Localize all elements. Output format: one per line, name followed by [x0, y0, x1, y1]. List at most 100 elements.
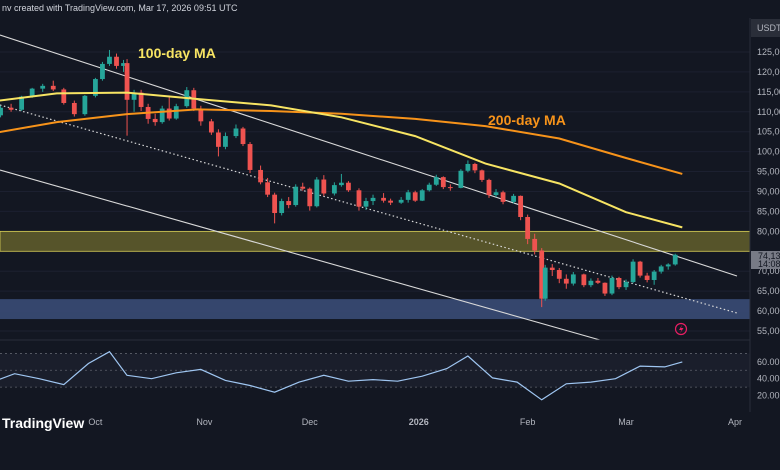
- time-tick-label: Oct: [88, 417, 103, 427]
- price-axis[interactable]: 125,000 120,000 115,000 110,000 105,000 100,0…: [757, 47, 780, 336]
- candle-body: [581, 274, 587, 286]
- price-tick-label: 95,000: [757, 167, 780, 177]
- candle-body: [50, 85, 56, 90]
- candle-body: [258, 169, 263, 183]
- candle-body: [486, 179, 492, 196]
- candle-body: [82, 95, 88, 115]
- rsi-guide-lines: [0, 353, 750, 388]
- price-tick-label: 110,000: [757, 107, 780, 117]
- candle-body: [233, 128, 239, 137]
- rsi-tick-label: 40.00: [757, 374, 780, 384]
- candle-body: [71, 102, 77, 115]
- candle-body: [208, 121, 214, 133]
- candle-body: [433, 177, 439, 185]
- candle-body: [518, 195, 524, 217]
- candle-body: [100, 63, 105, 80]
- candle-body: [440, 177, 446, 188]
- candle-body: [644, 275, 650, 280]
- candle-body: [458, 170, 464, 188]
- candle-body: [223, 136, 228, 147]
- candle-body: [412, 192, 418, 201]
- candle-body: [93, 79, 98, 96]
- candle-body: [279, 201, 285, 214]
- price-tick-label: 100,000: [757, 147, 780, 157]
- bar-countdown: 14:08: [758, 259, 780, 269]
- price-tick-label: 65,000: [757, 286, 780, 296]
- candle-body: [602, 282, 608, 294]
- candle-body: [500, 192, 506, 202]
- support-zone: [0, 299, 750, 320]
- resistance-zone: [0, 230, 751, 252]
- candle-body: [623, 281, 629, 288]
- last-price-value: 74,13: [758, 251, 780, 261]
- ma-100-line: [0, 91, 683, 229]
- channel-upper-line: [0, 34, 738, 277]
- price-tick-label: 115,000: [757, 87, 780, 97]
- channel-lower-line: [0, 169, 601, 341]
- candle-body: [321, 179, 327, 194]
- candle-body: [216, 132, 221, 147]
- candle-body: [549, 267, 555, 271]
- candle-body: [314, 179, 320, 207]
- time-tick-label: Mar: [618, 417, 634, 427]
- candle-body: [331, 185, 337, 194]
- candle-body: [556, 270, 562, 279]
- candle-body: [532, 238, 538, 251]
- candle-body: [595, 280, 601, 283]
- candle-body: [493, 192, 499, 196]
- candle-body: [121, 63, 126, 66]
- candle-body: [8, 107, 14, 110]
- candle-body: [346, 182, 351, 191]
- candlestick-series: [0, 49, 678, 308]
- candle-body: [651, 271, 657, 280]
- candle-body: [247, 144, 253, 170]
- ma-200-line: [0, 108, 683, 175]
- candle-body: [61, 89, 67, 103]
- candle-body: [381, 197, 386, 201]
- candle-body: [398, 199, 404, 203]
- candle-body: [240, 128, 246, 145]
- candle-body: [609, 277, 615, 294]
- candle-body: [665, 264, 671, 267]
- time-tick-label: Feb: [520, 417, 536, 427]
- candle-body: [138, 92, 144, 107]
- candle-body: [388, 200, 393, 203]
- candle-body: [616, 277, 622, 288]
- price-tick-label: 120,000: [757, 67, 780, 77]
- rsi-line: [0, 350, 683, 401]
- candle-body: [173, 106, 179, 119]
- price-tick-label: 60,000: [757, 306, 780, 316]
- candle-body: [563, 278, 569, 284]
- price-tick-label: 70,000: [757, 266, 780, 276]
- candle-body: [124, 63, 130, 100]
- price-tick-label: 55,000: [757, 326, 780, 336]
- ma-100-label: 100-day MA: [138, 45, 216, 61]
- candle-body: [40, 85, 46, 89]
- candle-body: [19, 96, 25, 110]
- candle-body: [447, 187, 453, 189]
- time-axis[interactable]: Oct Nov Dec 2026 Feb Mar Apr: [88, 417, 742, 427]
- candle-body: [465, 163, 471, 171]
- price-grid: [0, 51, 750, 332]
- last-price-tag: 74,13 14:08: [751, 251, 780, 269]
- price-tick-label: 105,000: [757, 127, 780, 137]
- candle-body: [658, 266, 664, 272]
- candle-body: [114, 56, 119, 66]
- lightning-alert-icon[interactable]: [674, 322, 688, 336]
- candle-body: [542, 267, 548, 299]
- candle-body: [363, 201, 369, 207]
- candle-body: [472, 163, 478, 171]
- rsi-tick-label: 20.00: [757, 391, 780, 401]
- candle-body: [286, 201, 292, 206]
- watermark-header: nv created with TradingView.com, Mar 17,…: [2, 3, 238, 13]
- price-tick-label: 80,000: [757, 226, 780, 236]
- candle-body: [272, 194, 278, 214]
- candle-body: [672, 254, 678, 265]
- rsi-tick-label: 60.00: [757, 357, 780, 367]
- ma-200-label: 200-day MA: [488, 112, 566, 128]
- tradingview-logo[interactable]: TradingView: [2, 415, 84, 431]
- candle-body: [159, 108, 165, 123]
- price-tick-label: 90,000: [757, 186, 780, 196]
